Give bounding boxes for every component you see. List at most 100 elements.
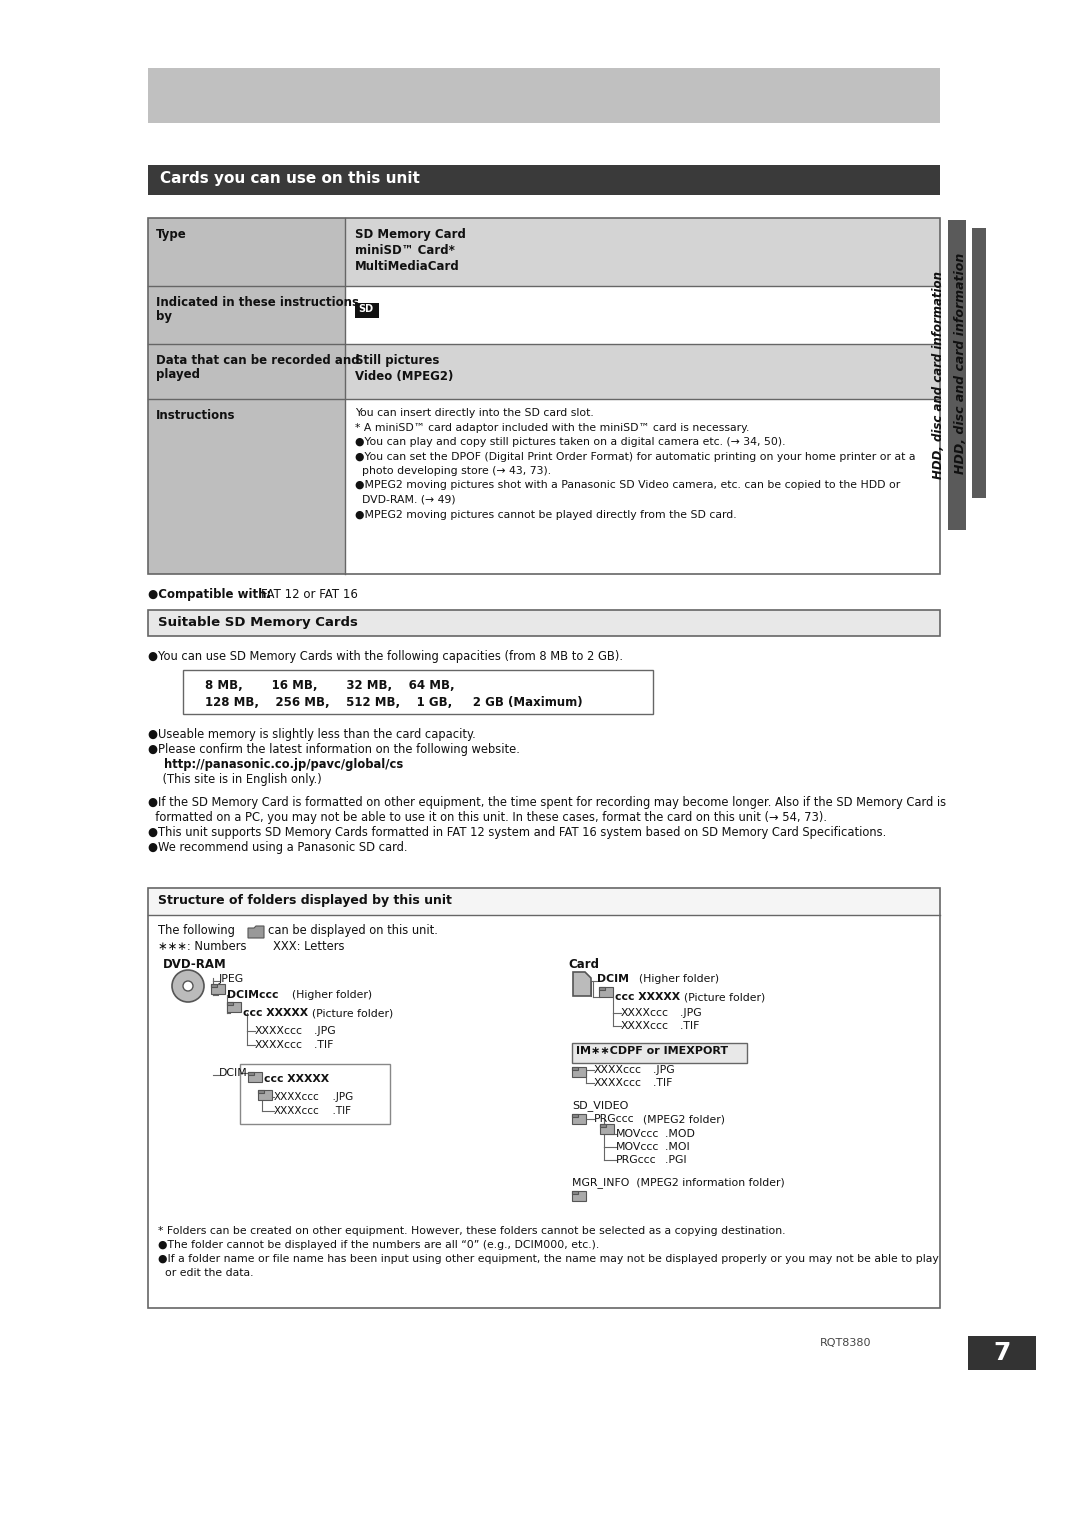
Bar [148, 219, 345, 286]
Text: .MOI: .MOI [658, 1141, 690, 1152]
Text: (Higher folder): (Higher folder) [632, 973, 719, 984]
Text: XXX: Letters: XXX: Letters [273, 940, 345, 953]
Text: ●If a folder name or file name has been input using other equipment, the name ma: ●If a folder name or file name has been … [158, 1254, 939, 1264]
Text: Instructions: Instructions [156, 410, 235, 422]
Text: 8 MB,       16 MB,       32 MB,    64 MB,: 8 MB, 16 MB, 32 MB, 64 MB, [205, 678, 455, 692]
Text: miniSD™ Card*: miniSD™ Card* [355, 244, 455, 257]
Text: .TIF: .TIF [326, 1106, 351, 1115]
Bar [600, 1125, 606, 1128]
Text: .JPG: .JPG [673, 1008, 702, 1018]
Text: MOVccc: MOVccc [616, 1129, 660, 1138]
Bar [148, 69, 940, 122]
Text: .TIF: .TIF [673, 1021, 700, 1031]
Text: DCIM: DCIM [219, 1068, 247, 1077]
Text: or edit the data.: or edit the data. [158, 1268, 254, 1277]
Text: DCIMccc: DCIMccc [227, 990, 279, 999]
Bar [148, 399, 345, 575]
Polygon shape [248, 926, 264, 938]
Text: .JPG: .JPG [326, 1093, 353, 1102]
Bar [148, 286, 345, 344]
Text: Suitable SD Memory Cards: Suitable SD Memory Cards [158, 616, 357, 630]
Text: Structure of folders displayed by this unit: Structure of folders displayed by this u… [158, 894, 451, 908]
Text: ●You can use SD Memory Cards with the following capacities (from 8 MB to 2 GB).: ●You can use SD Memory Cards with the fo… [148, 649, 623, 663]
Text: XXXXccc: XXXXccc [255, 1025, 303, 1036]
Bar [227, 1002, 232, 1005]
Text: PRGccc: PRGccc [594, 1114, 635, 1125]
Text: .JPG: .JPG [307, 1025, 336, 1036]
Bar [572, 1190, 586, 1201]
Text: formatted on a PC, you may not be able to use it on this unit. In these cases, f: formatted on a PC, you may not be able t… [148, 811, 827, 824]
Text: PRGccc: PRGccc [616, 1155, 657, 1164]
Bar [183, 669, 653, 714]
Text: ●MPEG2 moving pictures cannot be played directly from the SD card.: ●MPEG2 moving pictures cannot be played … [355, 509, 737, 520]
Bar [227, 1002, 241, 1012]
Bar [572, 1067, 578, 1070]
Text: XXXXccc: XXXXccc [274, 1093, 320, 1102]
Text: Card: Card [568, 958, 599, 970]
Bar [345, 219, 940, 286]
Bar [258, 1089, 272, 1100]
Bar [148, 219, 940, 575]
Text: ●MPEG2 moving pictures shot with a Panasonic SD Video camera, etc. can be copied: ●MPEG2 moving pictures shot with a Panas… [355, 480, 901, 490]
Bar [240, 1063, 390, 1125]
Polygon shape [573, 972, 591, 996]
Text: XXXXccc: XXXXccc [621, 1021, 669, 1031]
Text: DVD-RAM. (→ 49): DVD-RAM. (→ 49) [355, 495, 456, 504]
Bar [572, 1190, 578, 1193]
Text: XXXXccc: XXXXccc [621, 1008, 669, 1018]
Bar [972, 228, 986, 498]
Text: ●Please confirm the latest information on the following website.: ●Please confirm the latest information o… [148, 743, 519, 756]
Text: 128 MB,    256 MB,    512 MB,    1 GB,     2 GB (Maximum): 128 MB, 256 MB, 512 MB, 1 GB, 2 GB (Maxi… [205, 695, 582, 709]
Bar [248, 1073, 254, 1076]
Text: (Higher folder): (Higher folder) [285, 990, 373, 999]
Bar [248, 1073, 262, 1082]
Text: The following: The following [158, 924, 234, 937]
Bar [148, 888, 940, 1308]
Text: ccc XXXXX: ccc XXXXX [264, 1074, 329, 1083]
Text: FAT 12 or FAT 16: FAT 12 or FAT 16 [261, 588, 357, 601]
Text: (MPEG2 folder): (MPEG2 folder) [636, 1114, 725, 1125]
Text: .JPG: .JPG [646, 1065, 675, 1076]
Text: You can insert directly into the SD card slot.: You can insert directly into the SD card… [355, 408, 594, 419]
Text: http://panasonic.co.jp/pavc/global/cs: http://panasonic.co.jp/pavc/global/cs [148, 758, 403, 772]
Bar [258, 1089, 264, 1093]
Text: 7: 7 [994, 1342, 1011, 1365]
Text: ●The folder cannot be displayed if the numbers are all “0” (e.g., DCIM000, etc.): ●The folder cannot be displayed if the n… [158, 1241, 599, 1250]
Bar [211, 984, 217, 987]
Text: Data that can be recorded and: Data that can be recorded and [156, 354, 360, 367]
Text: ●Compatible with:: ●Compatible with: [148, 588, 271, 601]
Bar [148, 165, 940, 196]
Text: MOVccc: MOVccc [616, 1141, 660, 1152]
Text: ●We recommend using a Panasonic SD card.: ●We recommend using a Panasonic SD card. [148, 840, 407, 854]
Text: * A miniSD™ card adaptor included with the miniSD™ card is necessary.: * A miniSD™ card adaptor included with t… [355, 423, 750, 432]
Text: ∗∗∗: Numbers: ∗∗∗: Numbers [158, 940, 246, 953]
Text: HDD, disc and card information: HDD, disc and card information [931, 270, 945, 478]
Text: ccc XXXXX: ccc XXXXX [615, 992, 680, 1002]
Text: HDD, disc and card information: HDD, disc and card information [954, 252, 967, 474]
Text: DVD-RAM: DVD-RAM [163, 958, 227, 970]
Text: XXXXccc: XXXXccc [255, 1041, 303, 1050]
Text: IM∗∗CDPF or IMEXPORT: IM∗∗CDPF or IMEXPORT [576, 1047, 728, 1056]
Text: RQT8380: RQT8380 [820, 1339, 872, 1348]
Bar [148, 610, 940, 636]
Bar [572, 1114, 586, 1125]
Bar [345, 286, 940, 344]
Circle shape [183, 981, 193, 992]
Text: ●If the SD Memory Card is formatted on other equipment, the time spent for recor: ●If the SD Memory Card is formatted on o… [148, 796, 946, 808]
Text: Indicated in these instructions: Indicated in these instructions [156, 296, 359, 309]
Bar [948, 220, 966, 530]
Bar [211, 984, 225, 995]
Text: ●You can play and copy still pictures taken on a digital camera etc. (→ 34, 50).: ●You can play and copy still pictures ta… [355, 437, 785, 448]
Bar [599, 987, 613, 996]
Text: XXXXccc: XXXXccc [594, 1077, 642, 1088]
Text: .MOD: .MOD [658, 1129, 694, 1138]
Text: can be displayed on this unit.: can be displayed on this unit. [268, 924, 437, 937]
Text: .TIF: .TIF [307, 1041, 334, 1050]
Text: DCIM: DCIM [597, 973, 629, 984]
Text: Video (MPEG2): Video (MPEG2) [355, 370, 454, 384]
Text: (Picture folder): (Picture folder) [677, 992, 766, 1002]
Bar [345, 344, 940, 399]
Text: photo developing store (→ 43, 73).: photo developing store (→ 43, 73). [355, 466, 551, 477]
Bar [345, 399, 940, 575]
Text: Still pictures: Still pictures [355, 354, 440, 367]
